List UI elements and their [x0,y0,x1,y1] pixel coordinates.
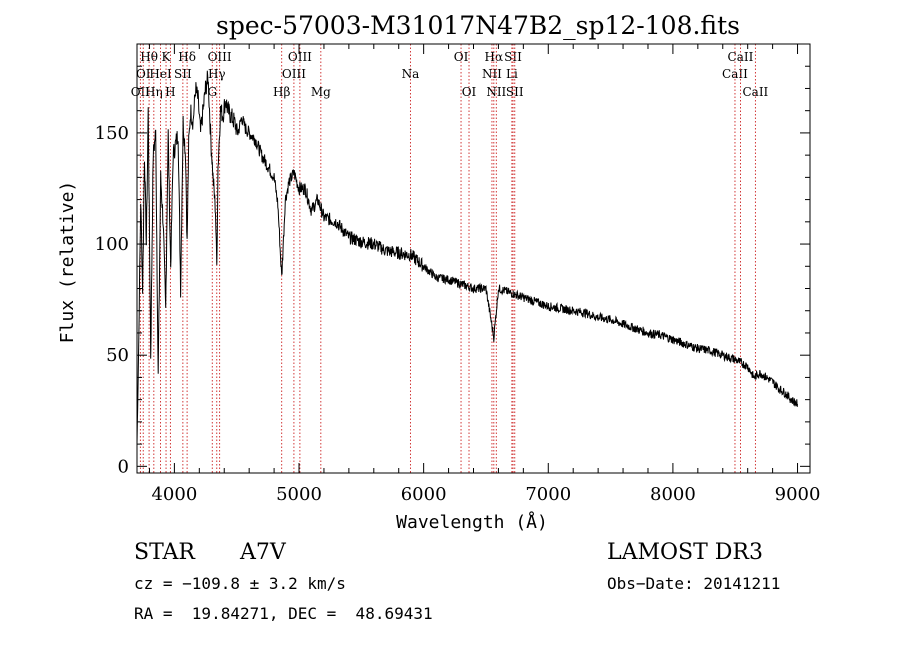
obs-date-readout: Obs−Date: 20141211 [607,574,781,593]
marker-label-16: Na [402,67,420,81]
y-axis-label: Flux (relative) [57,181,78,344]
x-tick-label-7000: 7000 [525,484,571,505]
spectrum-series [136,70,798,445]
marker-label-19: NII [482,67,502,81]
x-axis-label: Wavelength (Å) [396,511,548,533]
chart-title: spec-57003-M31017N47B2_sp12-108.fits [216,11,740,40]
x-tick-label-8000: 8000 [650,484,696,505]
marker-label-27: CaII [742,85,768,99]
marker-label-0: OII [131,85,151,99]
marker-label-8: Hδ [178,50,196,64]
object-class: STAR [134,540,195,565]
spectral-line-markers: OII Hθ OI Hη HeI K H SII Hδ G Hγ OIII Hβ OIII OIII Mg Na… [131,44,769,473]
marker-label-3: Hη [145,85,163,99]
x-tick-label-6000: 6000 [401,484,447,505]
marker-label-10: Hγ [208,67,226,81]
coordinates-readout: RA = 19.84271, DEC = 48.69431 [134,604,433,623]
redshift-readout: cz = −109.8 ± 3.2 km/s [134,574,346,593]
y-axis-ticks: 0 50 100 150 [95,65,810,477]
marker-label-25: CaII [722,67,748,81]
plot-frame [136,43,811,474]
marker-label-21: NII [486,85,506,99]
marker-label-13: OIII [282,67,306,81]
marker-label-11: OIII [208,50,232,64]
marker-label-22: Li [506,67,518,81]
marker-label-6: H [165,85,175,99]
x-tick-label-9000: 9000 [775,484,821,505]
marker-label-15: Mg [311,85,331,99]
x-tick-label-4000: 4000 [151,484,197,505]
y-tick-label-150: 150 [95,123,129,144]
spectrum-line [136,70,798,445]
x-axis-ticks: 4000 5000 6000 7000 8000 9000 [148,44,821,505]
x-tick-label-5000: 5000 [276,484,322,505]
y-tick-label-0: 0 [118,456,129,477]
marker-label-2: OI [136,67,151,81]
marker-label-26: CaII [728,50,754,64]
marker-label-12: Hβ [273,85,290,99]
marker-label-18: OI [462,85,477,99]
y-tick-label-100: 100 [95,234,129,255]
y-tick-label-50: 50 [106,345,129,366]
marker-label-20: Hα [485,50,504,64]
marker-label-4: HeI [149,67,172,81]
marker-label-24: SII [506,85,524,99]
survey-name: LAMOST DR3 [607,540,763,565]
marker-label-7: SII [174,67,192,81]
marker-label-23: SII [504,50,522,64]
marker-label-17: OI [454,50,469,64]
subclass: A7V [240,540,286,565]
marker-label-14: OIII [288,50,312,64]
marker-label-1: Hθ [140,50,158,64]
marker-label-9: G [207,85,217,99]
marker-label-5: K [162,50,172,64]
